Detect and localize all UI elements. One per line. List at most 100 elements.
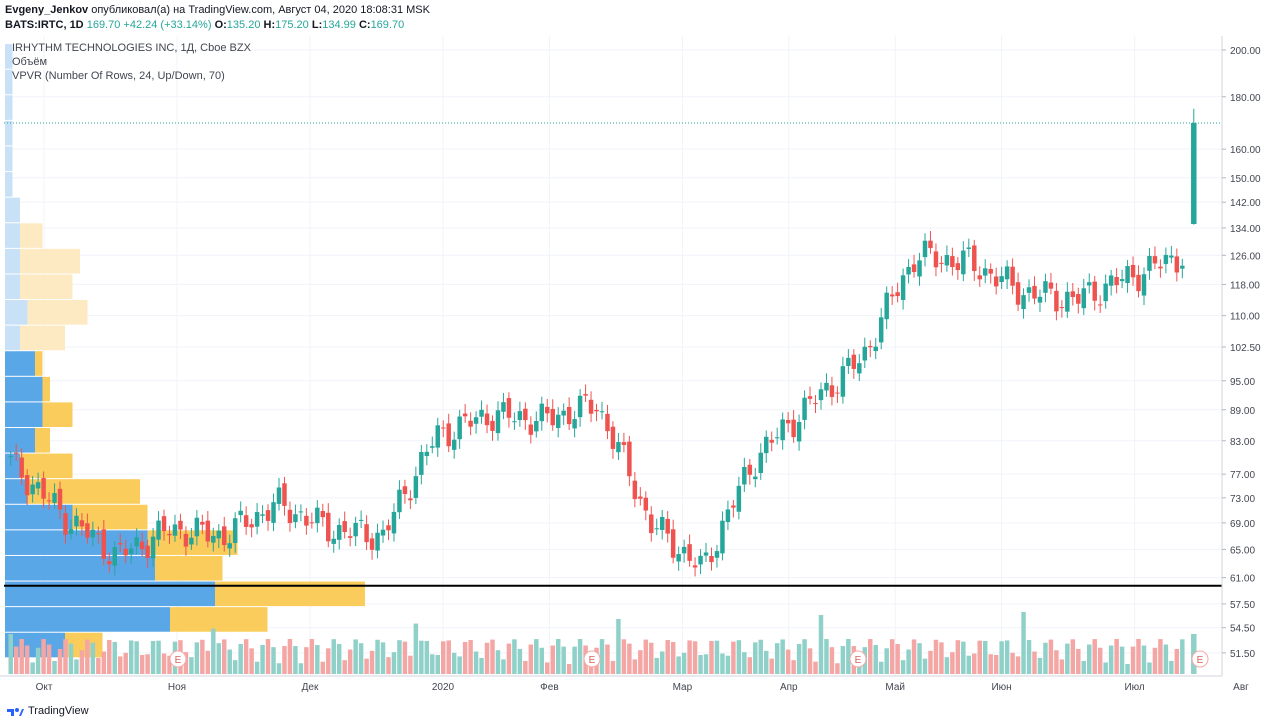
- candle-body[interactable]: [52, 493, 57, 503]
- candle-body[interactable]: [353, 522, 358, 537]
- time-axis[interactable]: Окт Ноя Дек 2020 Фев Мар Апр Май Июн Июл Авг: [0, 675, 1249, 693]
- candle-body[interactable]: [402, 486, 408, 495]
- earnings-marker[interactable]: [849, 650, 867, 668]
- candle-body[interactable]: [271, 502, 276, 523]
- candle-body[interactable]: [1103, 283, 1108, 302]
- candle-body[interactable]: [1004, 266, 1010, 280]
- candle-body[interactable]: [911, 264, 917, 273]
- candle-body[interactable]: [145, 545, 150, 558]
- candle-body[interactable]: [46, 500, 52, 502]
- candle-body[interactable]: [807, 396, 813, 399]
- candle-body[interactable]: [873, 346, 878, 352]
- candle-body[interactable]: [490, 420, 495, 431]
- candle-body[interactable]: [249, 524, 254, 528]
- candle-body[interactable]: [906, 267, 911, 275]
- candle-body[interactable]: [117, 543, 123, 545]
- candle-body[interactable]: [331, 538, 336, 544]
- candle-body[interactable]: [1065, 291, 1070, 312]
- candle-body[interactable]: [1174, 256, 1180, 273]
- candle-body[interactable]: [63, 513, 68, 535]
- candle-body[interactable]: [123, 548, 128, 556]
- candle-body[interactable]: [594, 409, 599, 412]
- candle-body[interactable]: [933, 251, 939, 268]
- price-chart[interactable]: 169.7004:51:4459.90 E E E E 200.00 180.00 160…: [0, 36, 1280, 696]
- candle-body[interactable]: [178, 520, 183, 530]
- candle-body[interactable]: [818, 389, 824, 401]
- candle-body[interactable]: [156, 520, 161, 540]
- symbol-legend[interactable]: IRHYTHM TECHNOLOGIES INC, 1Д, Cboe BZX: [12, 42, 251, 54]
- candle-body[interactable]: [161, 516, 167, 531]
- candle-body[interactable]: [1119, 279, 1125, 282]
- candle-body[interactable]: [588, 399, 594, 414]
- price-axis[interactable]: 200.00 180.00 160.00 150.00 142.00 134.00 126.…: [1221, 36, 1280, 696]
- candle-body[interactable]: [851, 354, 857, 369]
- candle-body[interactable]: [222, 526, 227, 546]
- candle-body[interactable]: [1054, 290, 1059, 312]
- last-candle-body[interactable]: [1191, 122, 1197, 224]
- candle-body[interactable]: [977, 275, 982, 280]
- candle-body[interactable]: [342, 521, 347, 532]
- candle-body[interactable]: [1059, 307, 1065, 309]
- candle-body[interactable]: [769, 439, 774, 443]
- candle-body[interactable]: [413, 476, 419, 498]
- candle-body[interactable]: [1081, 288, 1087, 309]
- candle-body[interactable]: [13, 452, 19, 454]
- candle-body[interactable]: [802, 397, 807, 420]
- candle-body[interactable]: [238, 510, 243, 516]
- candle-body[interactable]: [1092, 281, 1097, 301]
- candle-body[interactable]: [862, 346, 868, 361]
- candle-body[interactable]: [610, 426, 616, 449]
- candle-body[interactable]: [112, 547, 117, 566]
- candle-body[interactable]: [1169, 255, 1174, 258]
- candle-body[interactable]: [205, 520, 211, 542]
- candle-body[interactable]: [243, 515, 249, 527]
- candle-body[interactable]: [649, 514, 654, 534]
- candle-body[interactable]: [878, 317, 884, 343]
- candle-body[interactable]: [966, 247, 972, 249]
- candle-body[interactable]: [687, 544, 692, 561]
- candle-body[interactable]: [758, 452, 764, 474]
- candle-body[interactable]: [627, 441, 632, 477]
- candle-body[interactable]: [435, 425, 440, 448]
- chart-area[interactable]: 169.7004:51:4459.90 E E E E 200.00 180.00 160…: [0, 36, 1280, 696]
- vpvr-legend[interactable]: VPVR (Number Of Rows, 24, Up/Down, 70): [12, 70, 225, 82]
- candle-body[interactable]: [764, 436, 769, 454]
- candle-body[interactable]: [813, 402, 818, 405]
- candle-body[interactable]: [386, 525, 391, 531]
- candle-body[interactable]: [1048, 282, 1054, 289]
- candle-body[interactable]: [309, 522, 315, 524]
- candle-body[interactable]: [408, 498, 413, 501]
- candle-body[interactable]: [1087, 282, 1092, 286]
- candle-body[interactable]: [616, 442, 621, 453]
- candle-body[interactable]: [1097, 304, 1103, 306]
- candle-body[interactable]: [654, 528, 659, 530]
- candle-body[interactable]: [988, 269, 993, 274]
- candle-body[interactable]: [605, 413, 610, 432]
- candle-body[interactable]: [665, 518, 670, 534]
- candle-body[interactable]: [599, 411, 605, 413]
- candle-body[interactable]: [900, 275, 906, 300]
- candle-body[interactable]: [840, 366, 846, 397]
- candle-body[interactable]: [670, 529, 676, 558]
- candle-body[interactable]: [1037, 296, 1043, 303]
- candle-body[interactable]: [451, 439, 457, 450]
- candle-body[interactable]: [528, 424, 534, 435]
- candle-body[interactable]: [128, 548, 134, 554]
- candle-body[interactable]: [304, 515, 309, 526]
- candle-body[interactable]: [57, 488, 63, 510]
- candle-body[interactable]: [539, 403, 545, 422]
- candle-body[interactable]: [638, 496, 643, 499]
- tradingview-logo[interactable]: TradingView: [6, 705, 89, 717]
- candle-body[interactable]: [720, 520, 725, 554]
- candle-body[interactable]: [358, 519, 364, 521]
- candle-body[interactable]: [955, 263, 961, 271]
- candle-body[interactable]: [35, 482, 41, 489]
- candle-body[interactable]: [150, 536, 156, 559]
- candle-body[interactable]: [731, 505, 736, 508]
- candle-body[interactable]: [194, 517, 200, 537]
- candle-body[interactable]: [375, 532, 380, 551]
- candle-body[interactable]: [643, 497, 649, 511]
- candle-body[interactable]: [134, 537, 139, 547]
- time-tick-label[interactable]: Апр: [780, 682, 798, 693]
- time-tick-label[interactable]: Май: [885, 682, 905, 693]
